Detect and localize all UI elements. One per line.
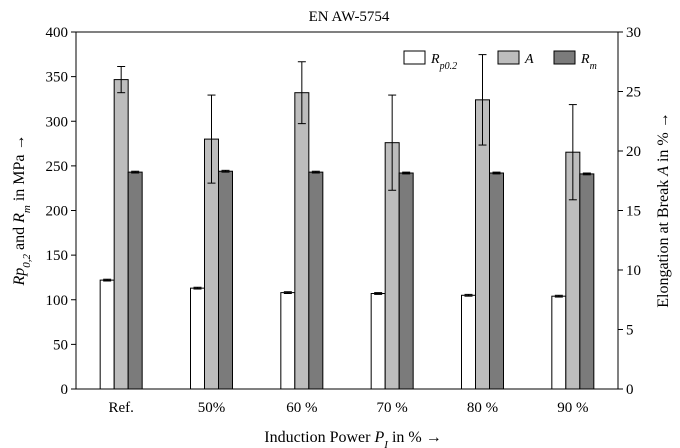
legend: Rp0.2 A Rm — [403, 50, 597, 72]
right-y-axis-label: Elongation at Break A in % → — [655, 112, 672, 308]
left-y-tick-label: 400 — [46, 25, 69, 41]
bar-Rp02 — [461, 294, 476, 390]
legend-swatch — [553, 50, 576, 65]
bar-Rp02 — [280, 292, 296, 390]
left-y-tick-label: 350 — [46, 70, 69, 86]
bar-Rp02 — [190, 287, 205, 390]
right-y-tick-label: 5 — [626, 323, 634, 339]
bar-A — [113, 79, 129, 390]
left-y-tick-label: 0 — [61, 382, 69, 398]
right-y-tick-label: 0 — [626, 382, 634, 398]
right-y-tick-label: 20 — [626, 144, 641, 160]
bar-Rm — [579, 173, 595, 390]
x-tick-label: 60 % — [286, 400, 317, 416]
legend-swatch — [403, 50, 426, 65]
left-y-tick-label: 250 — [46, 159, 69, 175]
chart-title: EN AW-5754 — [309, 9, 390, 25]
bar-Rm — [489, 172, 504, 390]
x-tick-label: Ref. — [108, 400, 133, 416]
plot-area: 0 50 100 150 200 250 300 350 400 0 5 10 15 20 25 30 Ref.… — [46, 25, 642, 416]
left-y-tick-label: 50 — [53, 337, 68, 353]
bar-Rm — [218, 170, 233, 390]
x-tick-label: 80 % — [467, 400, 498, 416]
bar-Rm — [398, 172, 414, 390]
bar-Rp02 — [551, 295, 567, 390]
right-y-tick-label: 25 — [626, 85, 641, 101]
right-y-tick-label: 10 — [626, 263, 641, 279]
legend-swatch — [497, 50, 520, 65]
bar-Rm — [308, 171, 324, 390]
left-y-tick-label: 300 — [46, 114, 69, 130]
right-y-tick-label: 30 — [626, 25, 641, 41]
bar-A — [294, 92, 310, 390]
x-axis-label: Induction Power PI in % → — [264, 429, 441, 448]
plot-frame — [75, 31, 619, 390]
left-y-tick-label: 100 — [46, 293, 69, 309]
x-tick-label: 70 % — [377, 400, 408, 416]
left-y-tick-label: 200 — [46, 204, 69, 220]
legend-label: A — [524, 52, 534, 67]
x-tick-label: 90 % — [557, 400, 588, 416]
right-y-tick-label: 15 — [626, 204, 641, 220]
legend-label: Rp0.2 — [430, 52, 457, 72]
bar-Rm — [127, 171, 143, 390]
left-y-tick-label: 150 — [46, 248, 69, 264]
left-y-axis-label: Rp0,2 and Rm in MPa → — [11, 134, 33, 286]
bar-Rp02 — [99, 279, 115, 390]
legend-label: Rm — [580, 52, 597, 72]
x-tick-label: 50% — [198, 400, 226, 416]
bar-Rp02 — [370, 293, 386, 390]
